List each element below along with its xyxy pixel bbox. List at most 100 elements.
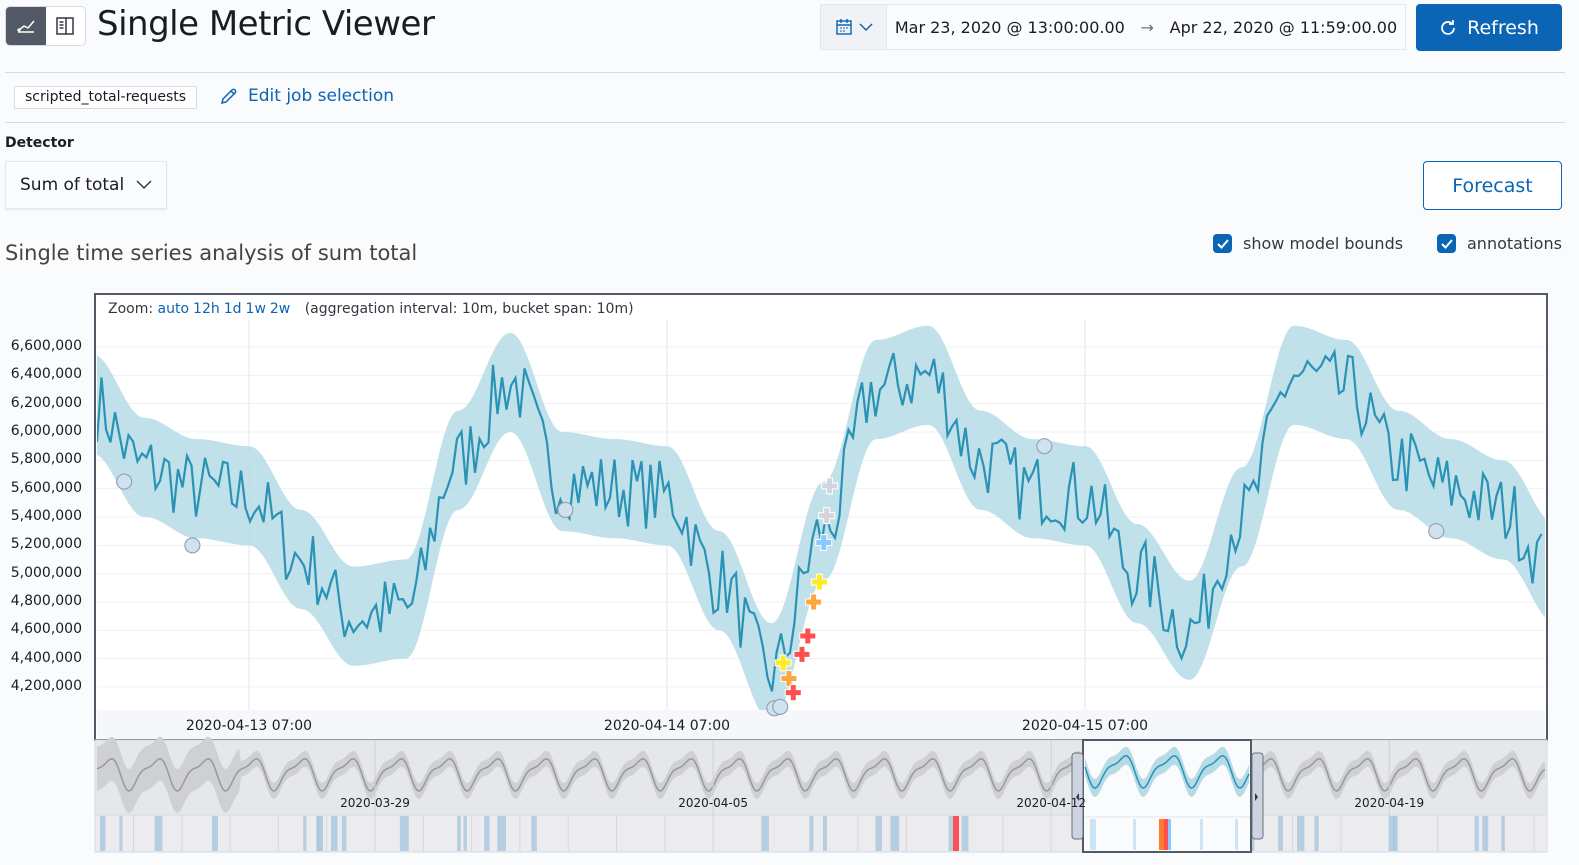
y-tick-label: 4,200,000 [10, 678, 82, 694]
swimlane-anomaly-cell [823, 816, 827, 851]
annotation-marker [184, 537, 201, 554]
annotation-marker [772, 698, 789, 715]
swimlane-anomaly-cell [330, 816, 338, 851]
forecast-button[interactable]: Forecast [1423, 161, 1562, 210]
aggregation-info: (aggregation interval: 10m, bucket span:… [304, 301, 634, 317]
context-x-tick-label: 2020-03-29 [340, 796, 410, 810]
anomaly-marker [810, 573, 828, 591]
brush-swimlane-cell [1235, 819, 1238, 850]
page-title: Single Metric Viewer [97, 4, 435, 44]
anomaly-marker [818, 507, 836, 525]
zoom-1d[interactable]: 1d [223, 301, 242, 317]
swimlane-anomaly-cell [1278, 816, 1283, 851]
brush-line [1084, 754, 1250, 789]
brush-swimlane-cell [1133, 819, 1136, 850]
y-tick-label: 4,800,000 [10, 593, 82, 609]
swimlane-anomaly-cell [316, 816, 321, 851]
zoom-auto[interactable]: auto [157, 301, 190, 317]
arrow-right-icon: → [1140, 17, 1154, 37]
annotations-checkbox[interactable]: annotations [1437, 234, 1562, 253]
zoom-2w[interactable]: 2w [269, 301, 291, 317]
anomaly-explorer-button[interactable] [46, 7, 86, 45]
swimlane-anomaly-cell [457, 816, 461, 851]
chevron-down-icon [136, 180, 152, 190]
caret-right-icon [1255, 793, 1258, 801]
swimlane-anomaly-cell [212, 816, 219, 851]
swimlane-anomaly-cell [961, 816, 969, 851]
section-title: Single time series analysis of sum total [5, 241, 418, 265]
swimlane-anomaly-cell [1388, 816, 1396, 851]
swimlane-anomaly-cell [948, 816, 954, 851]
swimlane-anomaly-cell [303, 816, 307, 851]
date-picker: Mar 23, 2020 @ 13:00:00.00 → Apr 22, 202… [820, 4, 1406, 50]
detector-select[interactable]: Sum of total [5, 161, 167, 209]
checkmark-icon [1213, 234, 1232, 253]
caret-left-icon [1076, 793, 1079, 801]
brush-swimlane-cell [1168, 819, 1171, 850]
swimlane-anomaly-cell [497, 816, 507, 851]
brush-handle-right[interactable] [1251, 752, 1264, 840]
job-badge: scripted_total-requests [14, 86, 198, 109]
swimlane-anomaly-cell [875, 816, 882, 851]
x-tick-label: 2020-04-14 07:00 [603, 718, 731, 734]
context-x-tick-label: 2020-04-19 [1354, 796, 1425, 810]
swimlane-anomaly-cell [341, 816, 347, 851]
end-date[interactable]: Apr 22, 2020 @ 11:59:00.00 [1169, 17, 1398, 37]
brush-swimlane-cell [1090, 819, 1096, 850]
annotation-marker [116, 473, 133, 490]
y-tick-label: 6,000,000 [10, 423, 82, 439]
detector-label: Detector [5, 135, 74, 151]
x-tick-label: 2020-04-15 07:00 [1021, 718, 1149, 734]
show-model-bounds-checkbox[interactable]: show model bounds [1213, 234, 1403, 253]
swimlane-anomaly-cell [1482, 816, 1489, 851]
swimlane-anomaly-cell [1314, 816, 1319, 851]
y-tick-label: 5,600,000 [10, 479, 82, 496]
single-metric-view-button[interactable] [6, 7, 46, 45]
annotation-marker [1428, 523, 1445, 540]
swimlane-anomaly-cell [1296, 816, 1305, 851]
brush-model-bounds [1085, 746, 1249, 798]
zoom-1w[interactable]: 1w [245, 301, 266, 317]
swimlane-anomaly-cell [463, 816, 467, 851]
swimlane-anomaly-cell [154, 816, 163, 851]
y-tick-label: 6,600,000 [10, 338, 82, 354]
refresh-button[interactable]: Refresh [1416, 4, 1562, 51]
anomaly-marker [815, 534, 833, 552]
context-x-tick-label: 2020-04-12 [1016, 796, 1087, 810]
swimlane-anomaly-cell [1501, 816, 1505, 851]
view-toggle [5, 6, 86, 46]
zoom-controls: Zoom: auto 12h 1d 1w 2w (aggregation interva… [108, 301, 634, 317]
edit-job-selection-link[interactable]: Edit job selection [219, 86, 394, 106]
swimlane-anomaly-cell [761, 816, 769, 851]
context-x-tick-label: 2020-04-05 [678, 796, 748, 810]
brush-swimlane-cell [1159, 819, 1164, 850]
zoom-12h[interactable]: 12h [193, 301, 220, 317]
context-bounds [97, 736, 1545, 814]
y-tick-label: 5,800,000 [10, 451, 82, 468]
x-axis-band [97, 710, 1545, 739]
swimlane-anomaly-cell [119, 816, 123, 851]
y-tick-label: 4,600,000 [10, 621, 82, 638]
checkmark-icon [1437, 234, 1456, 253]
anomaly-marker [805, 593, 823, 611]
swimlane-anomaly-cell [531, 816, 537, 851]
y-tick-label: 6,400,000 [10, 366, 82, 383]
context-line [96, 757, 1546, 792]
y-tick-label: 6,200,000 [10, 394, 82, 411]
swimlane-anomaly-cell [399, 816, 409, 851]
swimlane-anomaly-cell [100, 816, 106, 851]
swimlane-anomaly-cell [809, 816, 814, 851]
swimlane-anomaly-cell [484, 816, 490, 851]
anomaly-marker [784, 684, 802, 702]
swimlane-anomaly-cell [1474, 816, 1479, 851]
swimlane-critical-cell [953, 816, 959, 851]
checkbox-label: annotations [1467, 234, 1562, 253]
refresh-icon [1441, 19, 1456, 35]
quick-select-button[interactable] [821, 5, 887, 49]
edit-job-label: Edit job selection [248, 86, 395, 106]
annotation-marker [1036, 438, 1053, 455]
zoom-label: Zoom: [108, 301, 154, 317]
divider [5, 122, 1565, 123]
start-date[interactable]: Mar 23, 2020 @ 13:00:00.00 [894, 17, 1125, 37]
